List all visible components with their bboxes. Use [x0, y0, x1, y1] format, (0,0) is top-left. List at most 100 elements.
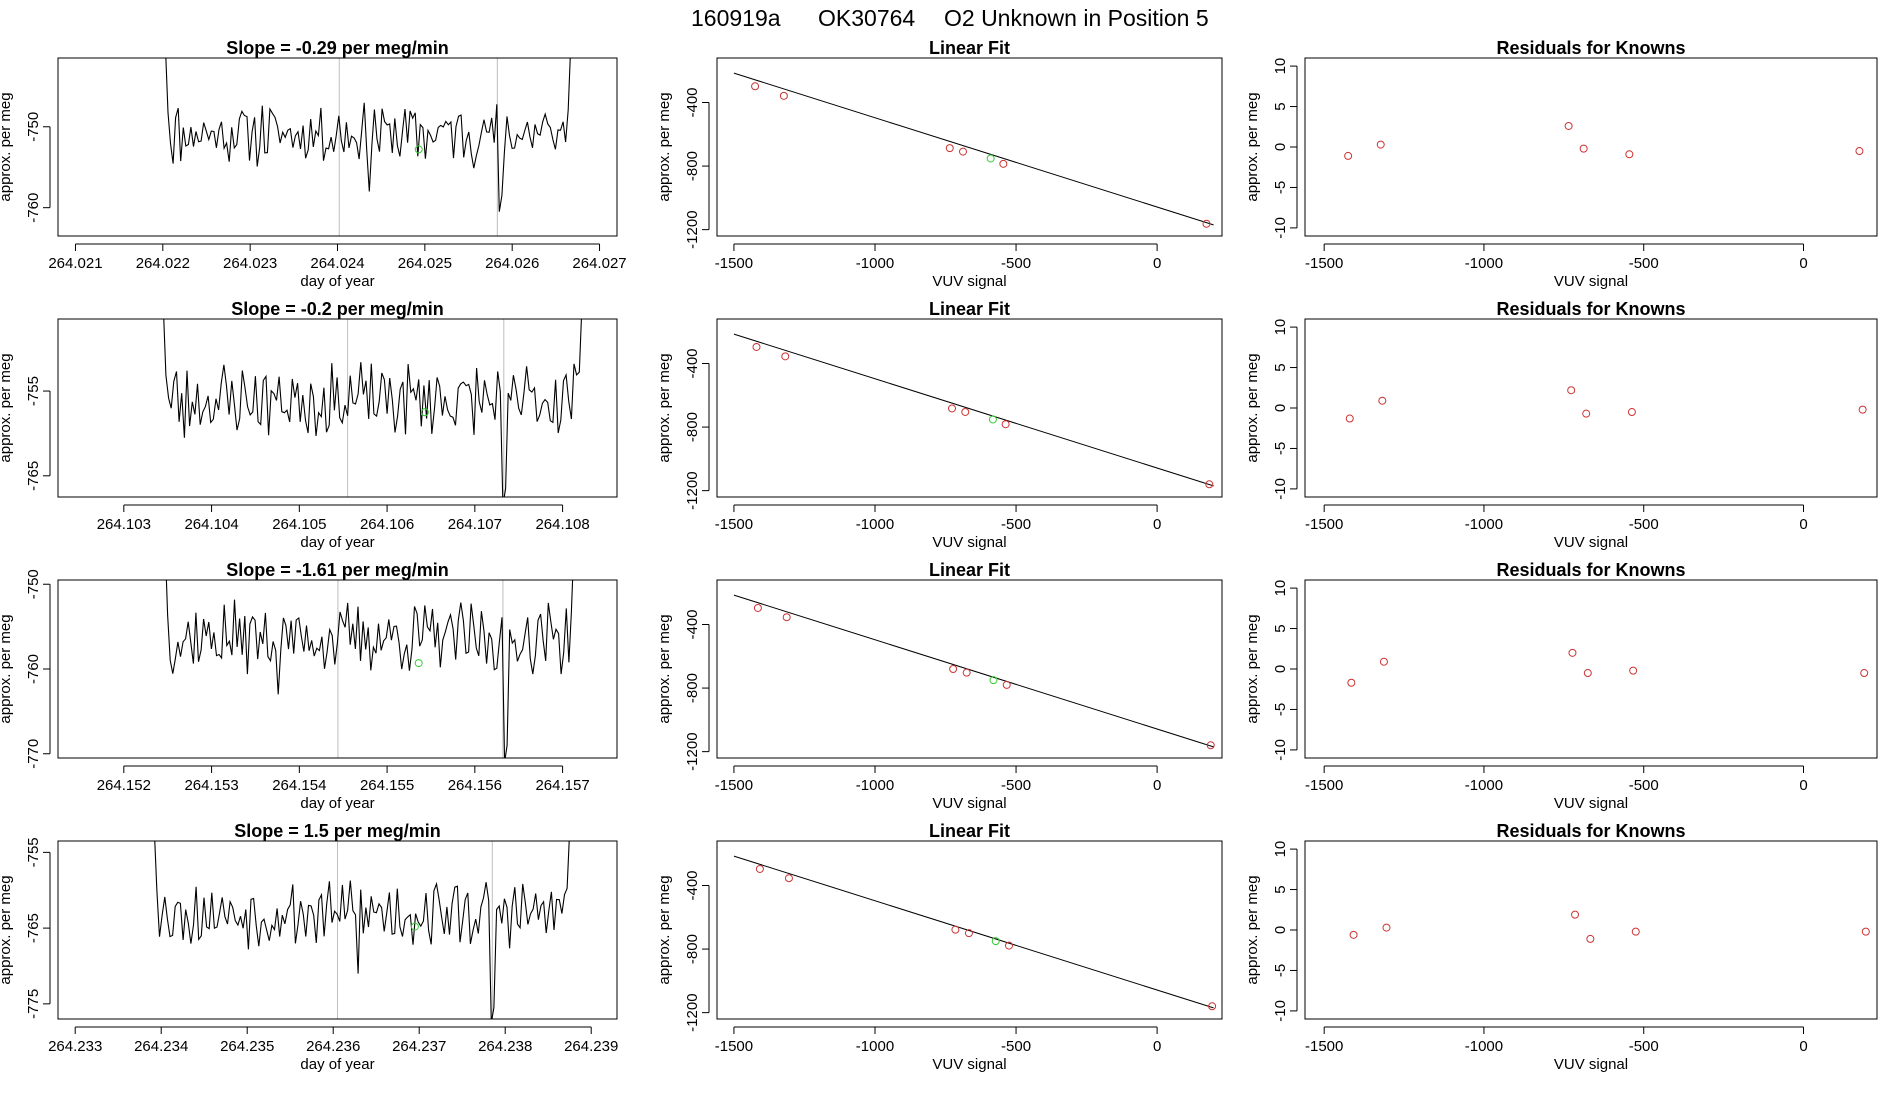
y-axis-label: approx. per meg	[1244, 614, 1261, 723]
known-point	[1858, 405, 1867, 414]
known-point	[784, 874, 793, 883]
chart-panel-timeseries-1: Slope = -0.29 per meg/min 264.021 264.022 2…	[0, 38, 627, 290]
y-tick-label: -10	[1272, 478, 1289, 500]
x-axis-label: VUV signal	[1554, 795, 1628, 812]
y-tick-label: -5	[1272, 703, 1289, 716]
known-point	[1349, 930, 1358, 939]
x-axis-label: day of year	[300, 273, 374, 290]
x-tick-label: 264.021	[48, 255, 102, 272]
x-tick-label: -1000	[856, 255, 894, 272]
x-tick-label: 264.105	[272, 516, 326, 533]
plot-frame	[57, 57, 618, 237]
y-tick-label: -5	[1272, 181, 1289, 194]
chart-panel-timeseries-2: Slope = -0.2 per meg/min 264.103 264.104 26…	[0, 299, 618, 551]
known-point	[1629, 666, 1638, 675]
y-tick-label: -10	[1272, 217, 1289, 239]
unknown-point	[991, 937, 1000, 946]
x-tick-label: -1500	[1305, 516, 1343, 533]
x-tick-label: -1000	[856, 1038, 894, 1055]
y-axis-label: approx. per meg	[656, 92, 673, 201]
x-tick-label: 264.108	[535, 516, 589, 533]
x-tick-label: -1500	[1305, 1038, 1343, 1055]
known-point	[959, 147, 968, 156]
x-tick-label: 0	[1799, 255, 1807, 272]
y-tick-label: -10	[1272, 1000, 1289, 1022]
known-point	[1582, 409, 1591, 418]
x-tick-label: 264.236	[306, 1038, 360, 1055]
plot-frame	[57, 318, 618, 498]
known-point	[1571, 910, 1580, 919]
known-point	[962, 668, 971, 677]
panel-title: Slope = -1.61 per meg/min	[226, 560, 449, 580]
panel-title: Residuals for Knowns	[1496, 821, 1685, 841]
known-point	[1004, 941, 1013, 950]
y-axis-label: approx. per meg	[656, 614, 673, 723]
plot-area	[1345, 386, 1867, 423]
x-tick-label: 264.239	[564, 1038, 618, 1055]
figure-title-run-id: 160919a	[691, 5, 781, 31]
y-tick-label: -770	[25, 739, 42, 769]
x-tick-label: -500	[1001, 255, 1031, 272]
plot-area	[1347, 648, 1869, 687]
y-tick-label: -760	[25, 193, 42, 223]
y-axis-label: approx. per meg	[0, 353, 14, 462]
known-point	[1579, 144, 1588, 153]
panel-title: Residuals for Knowns	[1496, 299, 1685, 319]
x-tick-label: -1500	[715, 777, 753, 794]
x-axis-label: VUV signal	[932, 273, 1006, 290]
chart-panel-residuals-1: Residuals for Knowns -1500 -1000 -500 0 VUV s…	[1244, 38, 1878, 290]
y-tick-label: -400	[684, 609, 701, 639]
x-tick-label: 264.154	[272, 777, 326, 794]
panel-title: Linear Fit	[929, 821, 1010, 841]
y-tick-label: -400	[684, 870, 701, 900]
x-tick-label: 264.104	[184, 516, 238, 533]
x-tick-label: -1000	[1465, 777, 1503, 794]
y-tick-label: 5	[1272, 624, 1289, 632]
plot-frame	[1304, 579, 1878, 759]
plot-area	[154, 841, 570, 1019]
x-tick-label: 264.234	[134, 1038, 188, 1055]
plot-frame	[716, 579, 1223, 759]
plot-frame	[716, 57, 1223, 237]
x-tick-label: 264.238	[478, 1038, 532, 1055]
x-tick-label: 264.237	[392, 1038, 446, 1055]
timeseries-line	[163, 319, 582, 497]
y-tick-label: 0	[1272, 665, 1289, 673]
x-tick-label: 264.106	[360, 516, 414, 533]
fit-line	[733, 855, 1214, 1009]
timeseries-line	[165, 580, 574, 758]
x-tick-label: 0	[1799, 777, 1807, 794]
x-tick-label: 264.024	[310, 255, 364, 272]
chart-panel-linear-fit-1: Linear Fit -1500 -1000 -500 0 VUV signal -400 -…	[656, 38, 1223, 290]
x-tick-label: -500	[1629, 516, 1659, 533]
x-tick-label: -500	[1629, 777, 1659, 794]
known-point	[1568, 648, 1577, 657]
known-point	[1376, 140, 1385, 149]
x-tick-label: -500	[1001, 777, 1031, 794]
known-point	[964, 929, 973, 938]
plot-frame	[57, 579, 618, 759]
plot-area	[165, 58, 571, 236]
chart-panel-residuals-2: Residuals for Knowns -1500 -1000 -500 0 VUV s…	[1244, 299, 1878, 551]
plot-area	[733, 855, 1217, 1011]
x-tick-label: -500	[1629, 1038, 1659, 1055]
x-tick-label: 264.025	[398, 255, 452, 272]
x-tick-label: 264.103	[97, 516, 151, 533]
chart-panel-linear-fit-2: Linear Fit -1500 -1000 -500 0 VUV signal -400 -…	[656, 299, 1223, 551]
known-point	[751, 82, 760, 91]
y-tick-label: 0	[1272, 404, 1289, 412]
y-axis-label: approx. per meg	[0, 614, 14, 723]
fit-line	[733, 594, 1214, 748]
plot-area	[1349, 910, 1870, 943]
y-tick-label: 5	[1272, 363, 1289, 371]
chart-panel-timeseries-4: Slope = 1.5 per meg/min 264.233 264.234 264…	[0, 821, 618, 1073]
known-point	[1206, 741, 1215, 750]
plot-area	[733, 72, 1214, 228]
x-tick-label: -1000	[1465, 1038, 1503, 1055]
y-axis-label: approx. per meg	[1244, 875, 1261, 984]
known-point	[1627, 408, 1636, 417]
known-point	[1208, 1002, 1217, 1011]
fit-line	[733, 72, 1214, 226]
x-tick-label: 264.152	[97, 777, 151, 794]
x-axis-label: VUV signal	[932, 795, 1006, 812]
